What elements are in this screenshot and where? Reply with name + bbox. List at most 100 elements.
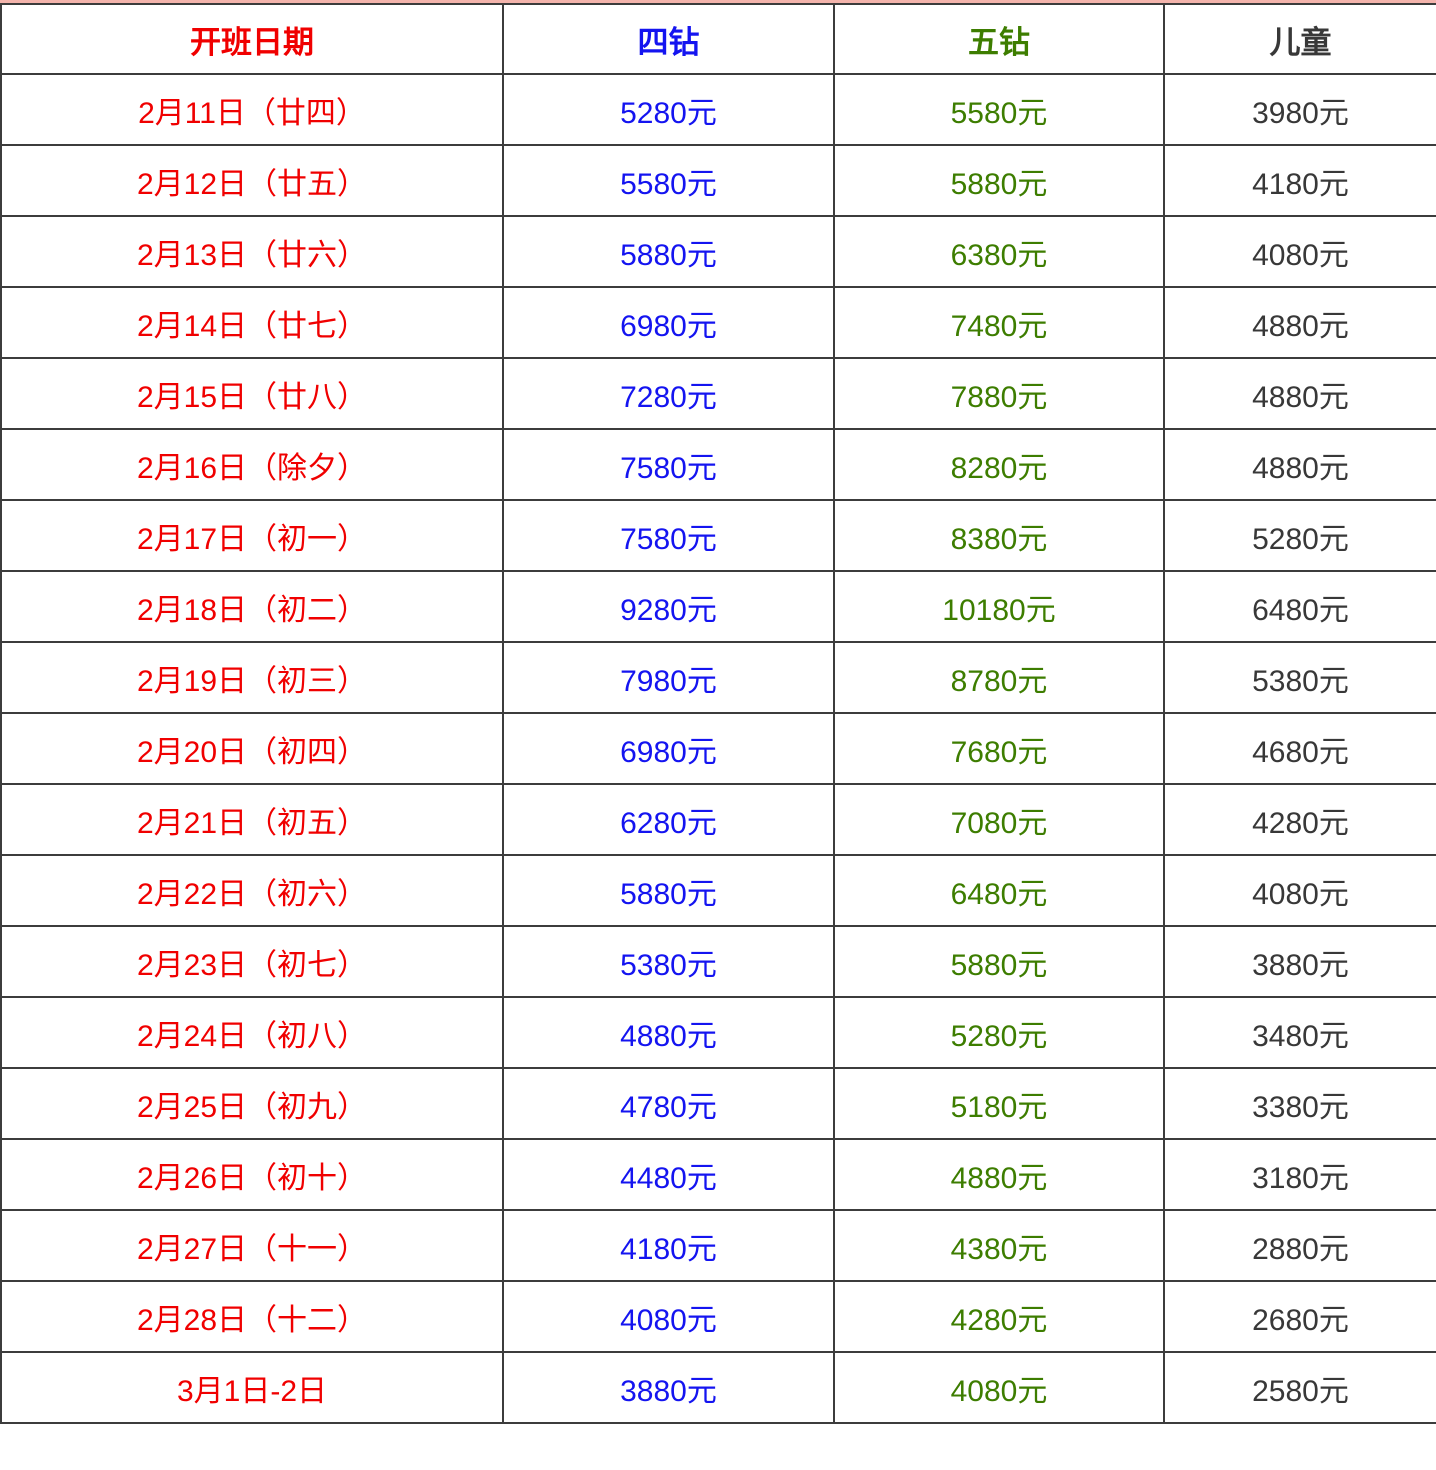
four-diamond-price: 3880元 <box>502 1351 835 1424</box>
four-diamond-price: 4480元 <box>502 1138 835 1211</box>
table-row: 2月18日（初二） 9280元 10180元 6480元 <box>0 570 1436 643</box>
start-date-cell: 2月22日（初六） <box>0 854 504 927</box>
table-row: 2月17日（初一） 7580元 8380元 5280元 <box>0 499 1436 572</box>
five-diamond-price: 4080元 <box>833 1351 1165 1424</box>
table-row: 2月13日（廿六） 5880元 6380元 4080元 <box>0 215 1436 288</box>
four-diamond-price: 4780元 <box>502 1067 835 1140</box>
four-diamond-price: 5880元 <box>502 854 835 927</box>
child-price: 2880元 <box>1163 1209 1436 1282</box>
five-diamond-price: 5280元 <box>833 996 1165 1069</box>
five-diamond-price: 6480元 <box>833 854 1165 927</box>
five-diamond-price: 5580元 <box>833 73 1165 146</box>
table-row: 2月19日（初三） 7980元 8780元 5380元 <box>0 641 1436 714</box>
five-diamond-price: 4880元 <box>833 1138 1165 1211</box>
five-diamond-price: 5880元 <box>833 144 1165 217</box>
table-row: 3月1日-2日 3880元 4080元 2580元 <box>0 1351 1436 1424</box>
child-price: 3180元 <box>1163 1138 1436 1211</box>
child-price: 6480元 <box>1163 570 1436 643</box>
child-price: 2680元 <box>1163 1280 1436 1353</box>
start-date-cell: 2月24日（初八） <box>0 996 504 1069</box>
start-date-cell: 2月27日（十一） <box>0 1209 504 1282</box>
child-price: 4080元 <box>1163 215 1436 288</box>
start-date-cell: 3月1日-2日 <box>0 1351 504 1424</box>
four-diamond-price: 5380元 <box>502 925 835 998</box>
four-diamond-price: 4080元 <box>502 1280 835 1353</box>
start-date-cell: 2月16日（除夕） <box>0 428 504 501</box>
start-date-cell: 2月28日（十二） <box>0 1280 504 1353</box>
five-diamond-price: 7680元 <box>833 712 1165 785</box>
four-diamond-price: 6280元 <box>502 783 835 856</box>
four-diamond-price: 5280元 <box>502 73 835 146</box>
table-row: 2月16日（除夕） 7580元 8280元 4880元 <box>0 428 1436 501</box>
four-diamond-price: 6980元 <box>502 712 835 785</box>
five-diamond-price: 7480元 <box>833 286 1165 359</box>
four-diamond-price: 6980元 <box>502 286 835 359</box>
five-diamond-price: 8380元 <box>833 499 1165 572</box>
start-date-cell: 2月17日（初一） <box>0 499 504 572</box>
table-row: 2月15日（廿八） 7280元 7880元 4880元 <box>0 357 1436 430</box>
five-diamond-price: 4280元 <box>833 1280 1165 1353</box>
five-diamond-price: 5880元 <box>833 925 1165 998</box>
four-diamond-price: 4180元 <box>502 1209 835 1282</box>
five-diamond-price: 7080元 <box>833 783 1165 856</box>
five-diamond-price: 7880元 <box>833 357 1165 430</box>
four-diamond-price: 7580元 <box>502 428 835 501</box>
child-price: 4880元 <box>1163 428 1436 501</box>
five-diamond-price: 10180元 <box>833 570 1165 643</box>
child-price: 4080元 <box>1163 854 1436 927</box>
start-date-cell: 2月15日（廿八） <box>0 357 504 430</box>
table-row: 2月12日（廿五） 5580元 5880元 4180元 <box>0 144 1436 217</box>
start-date-cell: 2月21日（初五） <box>0 783 504 856</box>
start-date-cell: 2月25日（初九） <box>0 1067 504 1140</box>
start-date-cell: 2月23日（初七） <box>0 925 504 998</box>
table-row: 2月26日（初十） 4480元 4880元 3180元 <box>0 1138 1436 1211</box>
five-diamond-price: 5180元 <box>833 1067 1165 1140</box>
start-date-cell: 2月18日（初二） <box>0 570 504 643</box>
child-price: 4180元 <box>1163 144 1436 217</box>
header-start-date: 开班日期 <box>0 3 504 75</box>
child-price: 5380元 <box>1163 641 1436 714</box>
five-diamond-price: 8280元 <box>833 428 1165 501</box>
four-diamond-price: 4880元 <box>502 996 835 1069</box>
header-child: 儿童 <box>1163 3 1436 75</box>
five-diamond-price: 6380元 <box>833 215 1165 288</box>
four-diamond-price: 7580元 <box>502 499 835 572</box>
child-price: 4880元 <box>1163 286 1436 359</box>
table-row: 2月27日（十一） 4180元 4380元 2880元 <box>0 1209 1436 1282</box>
four-diamond-price: 7280元 <box>502 357 835 430</box>
table-row: 2月20日（初四） 6980元 7680元 4680元 <box>0 712 1436 785</box>
four-diamond-price: 7980元 <box>502 641 835 714</box>
table-row: 2月28日（十二） 4080元 4280元 2680元 <box>0 1280 1436 1353</box>
start-date-cell: 2月11日（廿四） <box>0 73 504 146</box>
child-price: 4680元 <box>1163 712 1436 785</box>
header-four-diamond: 四钻 <box>502 3 835 75</box>
child-price: 3380元 <box>1163 1067 1436 1140</box>
table-row: 2月22日（初六） 5880元 6480元 4080元 <box>0 854 1436 927</box>
five-diamond-price: 8780元 <box>833 641 1165 714</box>
child-price: 3880元 <box>1163 925 1436 998</box>
start-date-cell: 2月13日（廿六） <box>0 215 504 288</box>
top-border <box>0 0 1436 3</box>
child-price: 3980元 <box>1163 73 1436 146</box>
table-row: 2月23日（初七） 5380元 5880元 3880元 <box>0 925 1436 998</box>
four-diamond-price: 9280元 <box>502 570 835 643</box>
start-date-cell: 2月19日（初三） <box>0 641 504 714</box>
child-price: 2580元 <box>1163 1351 1436 1424</box>
table-row: 2月24日（初八） 4880元 5280元 3480元 <box>0 996 1436 1069</box>
start-date-cell: 2月14日（廿七） <box>0 286 504 359</box>
table-row: 2月11日（廿四） 5280元 5580元 3980元 <box>0 73 1436 146</box>
four-diamond-price: 5580元 <box>502 144 835 217</box>
header-row: 开班日期 四钻 五钻 儿童 <box>0 3 1436 75</box>
start-date-cell: 2月20日（初四） <box>0 712 504 785</box>
header-five-diamond: 五钻 <box>833 3 1165 75</box>
table-row: 2月14日（廿七） 6980元 7480元 4880元 <box>0 286 1436 359</box>
child-price: 4280元 <box>1163 783 1436 856</box>
price-table: 开班日期 四钻 五钻 儿童 2月11日（廿四） 5280元 5580元 3980元 2月… <box>0 3 1436 1424</box>
table-row: 2月21日（初五） 6280元 7080元 4280元 <box>0 783 1436 856</box>
start-date-cell: 2月26日（初十） <box>0 1138 504 1211</box>
five-diamond-price: 4380元 <box>833 1209 1165 1282</box>
child-price: 3480元 <box>1163 996 1436 1069</box>
start-date-cell: 2月12日（廿五） <box>0 144 504 217</box>
child-price: 5280元 <box>1163 499 1436 572</box>
table-row: 2月25日（初九） 4780元 5180元 3380元 <box>0 1067 1436 1140</box>
